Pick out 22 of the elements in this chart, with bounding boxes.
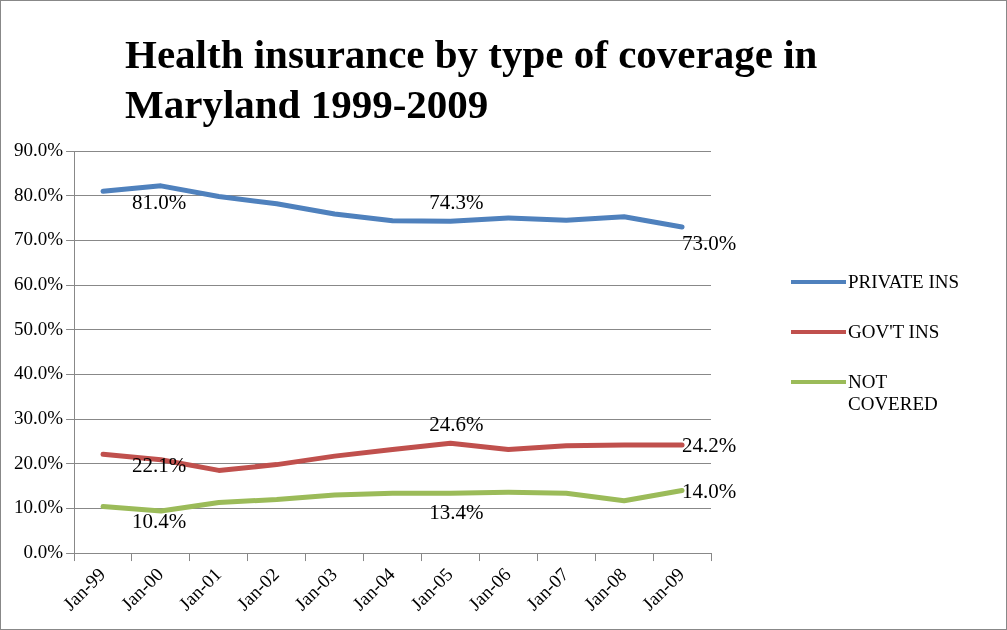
y-tick-label: 0.0% [23, 541, 64, 563]
chart-title: Health insurance by type of coverage in Maryland 1999-2009 [125, 30, 819, 129]
data-label: 14.0% [682, 479, 737, 504]
y-tick-label: 70.0% [14, 228, 64, 250]
y-tick-label: 80.0% [14, 183, 64, 205]
legend-label: GOV'T INS [848, 321, 941, 343]
data-label: 73.0% [682, 231, 737, 256]
y-tick-label: 30.0% [14, 407, 64, 429]
y-tick-label: 40.0% [14, 362, 64, 384]
y-tick-label: 10.0% [14, 496, 64, 518]
y-tick-label: 60.0% [14, 273, 64, 294]
legend-label: NOT COVERED [848, 371, 939, 415]
data-label: 24.6% [429, 411, 484, 436]
legend-label: PRIVATE INS [848, 271, 961, 293]
y-tick-label: 20.0% [14, 451, 64, 473]
data-label: 81.0% [131, 189, 187, 214]
data-label: 13.4% [429, 499, 484, 524]
data-label: 10.4% [131, 509, 187, 534]
y-tick-label: 90.0% [14, 138, 64, 160]
data-label: 24.2% [682, 433, 737, 458]
y-tick-label: 50.0% [14, 317, 64, 339]
data-label: 74.3% [429, 189, 484, 214]
